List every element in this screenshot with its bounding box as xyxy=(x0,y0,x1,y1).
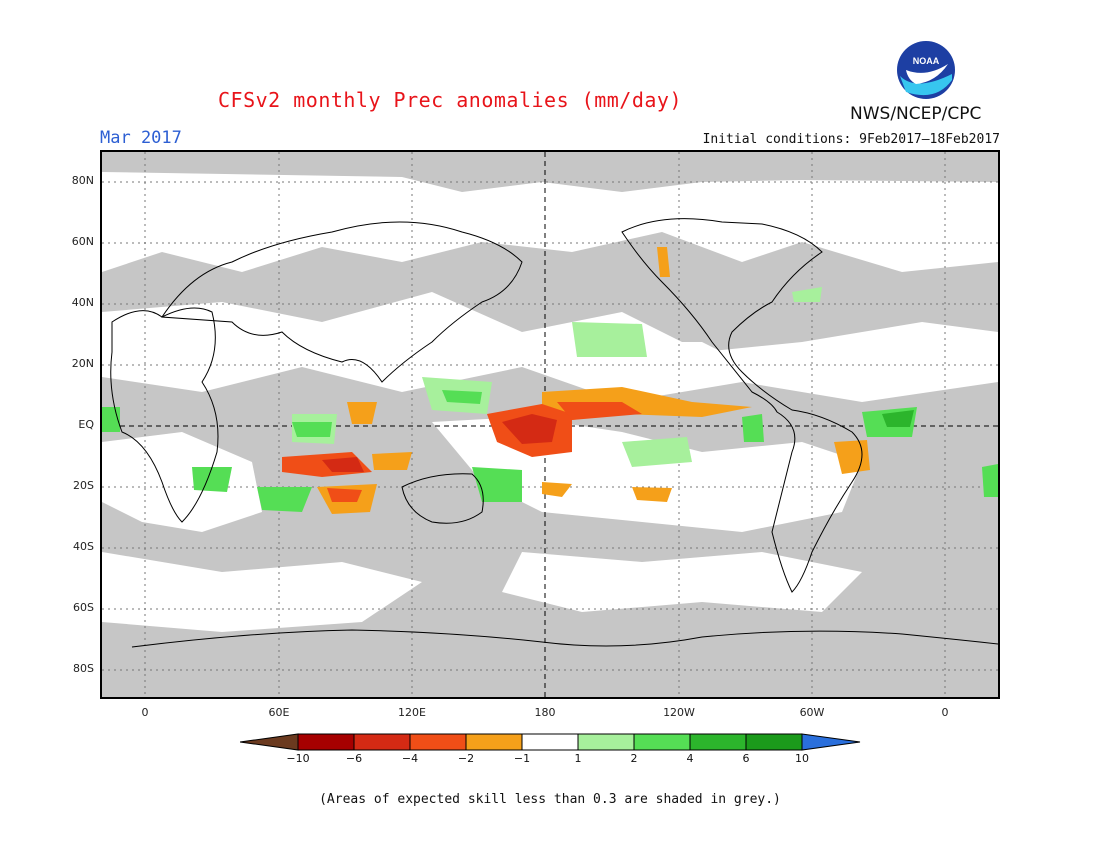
white-regions xyxy=(102,172,998,632)
colorbar-tick-label: −10 xyxy=(286,752,310,765)
lat-label: 60N xyxy=(71,235,94,248)
colorbar-tick-label: 4 xyxy=(686,752,694,765)
colorbar-box xyxy=(577,733,635,751)
colorbar-box xyxy=(633,733,691,751)
chart-title: CFSv2 monthly Prec anomalies (mm/day) xyxy=(217,88,683,112)
svg-text:NOAA: NOAA xyxy=(913,56,940,66)
colorbar-tick-label: 1 xyxy=(574,752,582,765)
colorbar-tick-label: −4 xyxy=(401,752,419,765)
precip-anomaly-map xyxy=(100,150,1000,699)
colorbar-box xyxy=(353,733,411,751)
agency-label: NWS/NCEP/CPC xyxy=(850,104,982,124)
month-label: Mar 2017 xyxy=(100,128,182,148)
lat-label: 40S xyxy=(73,540,94,553)
dry-anomalies xyxy=(282,247,870,514)
map-svg xyxy=(102,152,998,697)
colorbar-tick-label: 2 xyxy=(630,752,638,765)
graticule xyxy=(102,152,998,697)
lon-label: 60W xyxy=(799,706,825,719)
wet-anomalies xyxy=(102,287,998,512)
colorbar-tick-label: 10 xyxy=(795,752,809,765)
colorbar-box xyxy=(521,733,579,751)
colorbar-tick-label: −2 xyxy=(457,752,475,765)
colorbar-box xyxy=(745,733,803,751)
lon-label: 0 xyxy=(141,706,149,719)
lat-label: 20S xyxy=(73,479,94,492)
lon-label: 180 xyxy=(534,706,556,719)
colorbar-box xyxy=(465,733,523,751)
colorbar-box xyxy=(297,733,355,751)
colorbar-tick-label: −1 xyxy=(513,752,531,765)
lat-label: EQ xyxy=(78,418,94,431)
noaa-logo: NOAA xyxy=(897,41,955,99)
colorbar-box xyxy=(409,733,467,751)
lat-label: 40N xyxy=(71,296,94,309)
colorbar-tick-label: −6 xyxy=(345,752,363,765)
colorbar-tick-label: 6 xyxy=(742,752,750,765)
colorbar xyxy=(240,733,861,751)
lon-label: 120E xyxy=(398,706,426,719)
lat-label: 80N xyxy=(71,174,94,187)
lat-label: 80S xyxy=(73,662,94,675)
coastlines xyxy=(110,218,998,648)
skill-note: (Areas of expected skill less than 0.3 a… xyxy=(319,792,781,807)
lat-label: 20N xyxy=(71,357,94,370)
lon-label: 120W xyxy=(663,706,695,719)
initial-conditions: Initial conditions: 9Feb2017–18Feb2017 xyxy=(702,132,1000,147)
colorbar-right-arrow xyxy=(801,733,861,751)
colorbar-box xyxy=(689,733,747,751)
lon-label: 0 xyxy=(941,706,949,719)
lon-label: 60E xyxy=(268,706,290,719)
lat-label: 60S xyxy=(73,601,94,614)
colorbar-left-arrow xyxy=(240,733,299,751)
